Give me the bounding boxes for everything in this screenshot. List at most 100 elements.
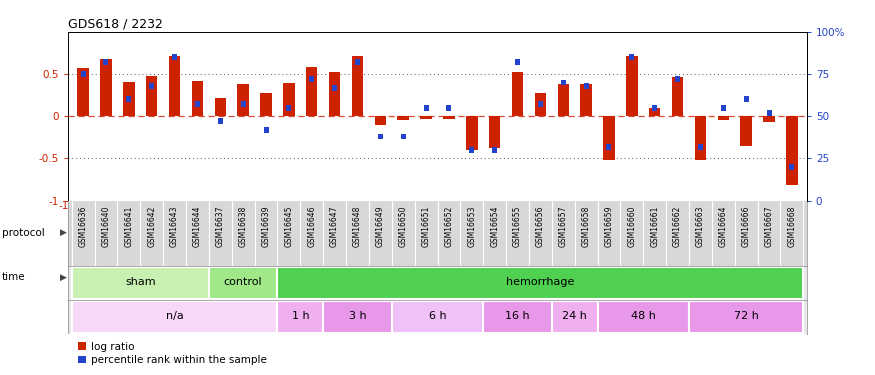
- Bar: [603, 116, 615, 160]
- Text: GSM16645: GSM16645: [284, 206, 293, 248]
- Text: hemorrhage: hemorrhage: [507, 278, 575, 288]
- Text: GSM16668: GSM16668: [788, 206, 796, 247]
- Bar: [218, 118, 223, 124]
- Bar: [672, 76, 683, 116]
- Bar: [763, 116, 774, 122]
- Bar: [469, 147, 474, 153]
- Text: GSM16662: GSM16662: [673, 206, 682, 247]
- Text: protocol: protocol: [2, 228, 45, 237]
- Text: 6 h: 6 h: [429, 311, 446, 321]
- Bar: [561, 80, 566, 86]
- Text: GSM16663: GSM16663: [696, 206, 705, 248]
- Bar: [626, 56, 638, 116]
- Text: time: time: [2, 273, 25, 282]
- Text: GSM16641: GSM16641: [124, 206, 133, 247]
- Text: 72 h: 72 h: [734, 311, 759, 321]
- Bar: [489, 116, 500, 148]
- Legend: log ratio, percentile rank within the sample: log ratio, percentile rank within the sa…: [74, 338, 271, 369]
- Text: GSM16642: GSM16642: [147, 206, 157, 247]
- Text: GSM16636: GSM16636: [79, 206, 88, 248]
- Text: GSM16659: GSM16659: [605, 206, 613, 248]
- Bar: [214, 98, 226, 116]
- Bar: [584, 83, 589, 89]
- Bar: [744, 96, 749, 102]
- Bar: [263, 127, 269, 133]
- Text: GSM16644: GSM16644: [192, 206, 202, 248]
- Text: sham: sham: [125, 278, 156, 288]
- Text: ▶: ▶: [60, 273, 66, 282]
- Bar: [286, 105, 291, 111]
- Bar: [169, 56, 180, 116]
- Bar: [77, 68, 89, 116]
- Bar: [237, 84, 248, 116]
- Text: GSM16658: GSM16658: [582, 206, 591, 247]
- Bar: [332, 85, 337, 90]
- Bar: [512, 72, 523, 116]
- Bar: [535, 93, 546, 116]
- Text: GSM16660: GSM16660: [627, 206, 636, 248]
- Bar: [606, 144, 612, 150]
- Bar: [786, 116, 798, 185]
- Bar: [309, 76, 314, 82]
- Bar: [123, 82, 135, 116]
- Text: GSM16666: GSM16666: [742, 206, 751, 248]
- Bar: [355, 59, 360, 65]
- Bar: [740, 116, 752, 146]
- Bar: [260, 93, 272, 116]
- Bar: [378, 134, 383, 140]
- Text: GDS618 / 2232: GDS618 / 2232: [68, 18, 163, 31]
- Text: GSM16654: GSM16654: [490, 206, 499, 248]
- Bar: [374, 116, 386, 124]
- Bar: [401, 134, 406, 140]
- Bar: [72, 267, 209, 299]
- Text: ▶: ▶: [60, 228, 66, 237]
- Text: 48 h: 48 h: [631, 311, 655, 321]
- Bar: [352, 56, 363, 116]
- Bar: [277, 267, 803, 299]
- Text: GSM16661: GSM16661: [650, 206, 659, 247]
- Bar: [695, 116, 706, 160]
- Bar: [424, 105, 429, 111]
- Bar: [397, 116, 409, 120]
- Bar: [557, 84, 569, 116]
- Text: n/a: n/a: [165, 311, 184, 321]
- Text: 1 h: 1 h: [291, 311, 309, 321]
- Bar: [103, 59, 108, 65]
- Bar: [718, 116, 729, 120]
- Text: GSM16652: GSM16652: [444, 206, 453, 247]
- Text: GSM16653: GSM16653: [467, 206, 476, 248]
- Bar: [172, 54, 177, 60]
- Bar: [209, 267, 277, 299]
- Text: GSM16647: GSM16647: [330, 206, 340, 248]
- Bar: [80, 71, 86, 77]
- Text: GSM16667: GSM16667: [765, 206, 774, 248]
- Bar: [192, 81, 203, 116]
- Text: GSM16650: GSM16650: [399, 206, 408, 248]
- Bar: [652, 105, 657, 111]
- Text: GSM16637: GSM16637: [216, 206, 225, 248]
- Bar: [483, 301, 552, 333]
- Bar: [766, 110, 772, 116]
- Text: 16 h: 16 h: [505, 311, 530, 321]
- Bar: [675, 76, 680, 82]
- Bar: [538, 102, 542, 107]
- Bar: [323, 301, 392, 333]
- Text: GSM16646: GSM16646: [307, 206, 316, 248]
- Bar: [649, 108, 661, 116]
- Text: control: control: [224, 278, 262, 288]
- Text: GSM16640: GSM16640: [102, 206, 110, 248]
- Text: GSM16649: GSM16649: [376, 206, 385, 248]
- Text: GSM16656: GSM16656: [536, 206, 545, 248]
- Text: GSM16655: GSM16655: [513, 206, 522, 248]
- Bar: [126, 96, 131, 102]
- Text: GSM16657: GSM16657: [559, 206, 568, 248]
- Bar: [446, 105, 452, 111]
- Text: GSM16664: GSM16664: [718, 206, 728, 248]
- Bar: [277, 301, 323, 333]
- Text: 24 h: 24 h: [563, 311, 587, 321]
- Bar: [329, 72, 340, 116]
- Bar: [492, 147, 497, 153]
- Text: GSM16651: GSM16651: [422, 206, 430, 247]
- Text: GSM16639: GSM16639: [262, 206, 270, 248]
- Bar: [195, 102, 200, 107]
